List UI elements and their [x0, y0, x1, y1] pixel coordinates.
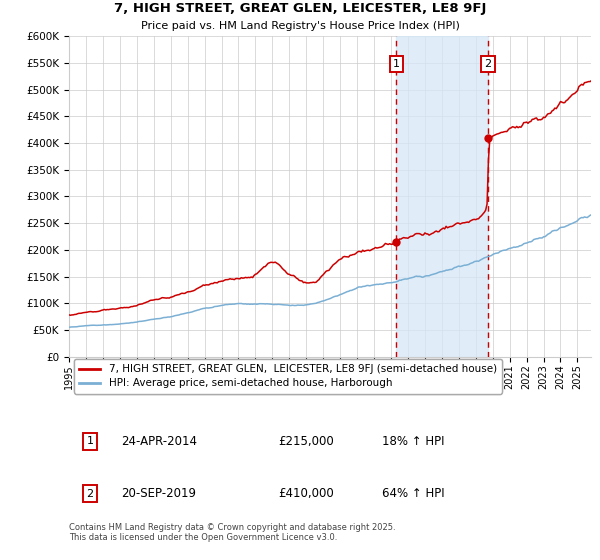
Text: 20-SEP-2019: 20-SEP-2019	[121, 487, 196, 500]
Text: 1: 1	[393, 59, 400, 69]
Text: 2: 2	[86, 489, 94, 498]
Text: 64% ↑ HPI: 64% ↑ HPI	[382, 487, 445, 500]
Text: Contains HM Land Registry data © Crown copyright and database right 2025.
This d: Contains HM Land Registry data © Crown c…	[69, 522, 395, 542]
Legend: 7, HIGH STREET, GREAT GLEN,  LEICESTER, LE8 9FJ (semi-detached house), HPI: Aver: 7, HIGH STREET, GREAT GLEN, LEICESTER, L…	[74, 359, 502, 394]
Text: 24-APR-2014: 24-APR-2014	[121, 435, 197, 448]
Text: 7, HIGH STREET, GREAT GLEN, LEICESTER, LE8 9FJ: 7, HIGH STREET, GREAT GLEN, LEICESTER, L…	[114, 2, 486, 15]
Text: 2: 2	[485, 59, 491, 69]
Text: 1: 1	[86, 436, 94, 446]
Text: £410,000: £410,000	[278, 487, 334, 500]
Text: 18% ↑ HPI: 18% ↑ HPI	[382, 435, 445, 448]
Text: Price paid vs. HM Land Registry's House Price Index (HPI): Price paid vs. HM Land Registry's House …	[140, 21, 460, 31]
Text: £215,000: £215,000	[278, 435, 334, 448]
Bar	[397, 36, 488, 357]
